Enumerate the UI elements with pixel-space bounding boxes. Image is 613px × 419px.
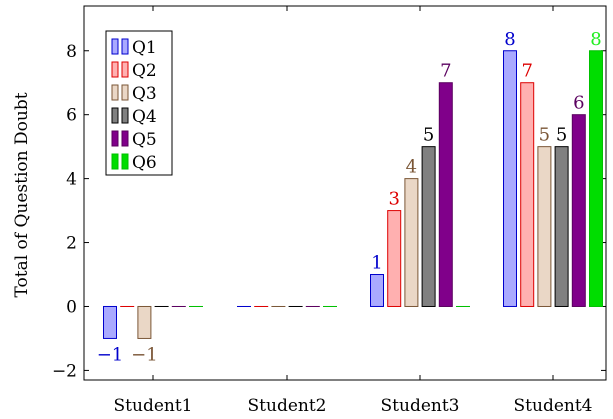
x-tick-label: Student3	[381, 396, 460, 416]
y-axis: −2 0 2 4 6 8	[52, 42, 606, 381]
plot-frame	[83, 5, 607, 381]
y-tick-label: 8	[66, 42, 77, 62]
plot-border	[83, 5, 607, 381]
y-tick-label: 4	[66, 170, 77, 190]
data-label: 4	[406, 157, 417, 178]
bar	[571, 114, 586, 307]
bar	[520, 82, 535, 307]
legend: Q1 Q2 Q3 Q4 Q5 Q6	[105, 30, 173, 176]
data-label: −1	[97, 344, 124, 365]
legend-swatch	[121, 130, 129, 147]
bars	[103, 50, 603, 339]
y-tick-label: 0	[66, 297, 77, 317]
data-label: 7	[521, 61, 532, 82]
data-label: 3	[388, 189, 399, 210]
y-tick-label: −2	[52, 361, 77, 381]
data-label: 5	[423, 125, 434, 146]
data-label: 5	[539, 125, 550, 146]
y-axis-label: Total of Question Doubt	[12, 92, 32, 297]
legend-entry: Q3	[132, 84, 157, 104]
bar	[387, 210, 402, 307]
legend-swatch	[111, 107, 119, 124]
legend-swatch	[121, 84, 129, 101]
legend-swatch	[111, 38, 119, 55]
data-label: 8	[590, 29, 601, 50]
bar	[370, 274, 384, 307]
data-label: 5	[556, 125, 567, 146]
x-axis: Student1 Student2 Student3 Student4	[114, 6, 593, 416]
data-label: 8	[504, 29, 515, 50]
bar	[421, 146, 436, 307]
legend-swatch	[121, 38, 129, 55]
legend-entry: Q1	[132, 38, 157, 58]
bar	[103, 305, 117, 339]
legend-entry: Q6	[132, 153, 157, 173]
bar	[554, 146, 569, 307]
legend-swatch	[111, 61, 119, 78]
data-label: −1	[131, 344, 158, 365]
data-label: 7	[440, 61, 451, 82]
x-tick-label: Student4	[514, 396, 593, 416]
data-label: 6	[573, 93, 584, 114]
bar	[404, 178, 419, 307]
y-tick-label: 6	[66, 106, 77, 126]
data-label: 1	[371, 253, 382, 274]
legend-entry: Q4	[132, 107, 157, 127]
legend-swatch	[111, 153, 119, 170]
bar	[438, 82, 453, 307]
y-tick-label: 2	[66, 234, 77, 254]
bar	[137, 305, 152, 339]
legend-box	[105, 30, 173, 176]
legend-swatch	[111, 84, 119, 101]
legend-swatch	[121, 61, 129, 78]
x-tick-label: Student2	[248, 396, 327, 416]
legend-entry: Q2	[132, 61, 157, 81]
bar	[503, 50, 517, 307]
legend-swatch	[121, 107, 129, 124]
legend-entry: Q5	[132, 130, 157, 150]
legend-swatch	[111, 130, 119, 147]
x-tick-label: Student1	[114, 396, 193, 416]
bar	[537, 146, 552, 307]
bar	[589, 50, 603, 307]
legend-swatch	[121, 153, 129, 170]
